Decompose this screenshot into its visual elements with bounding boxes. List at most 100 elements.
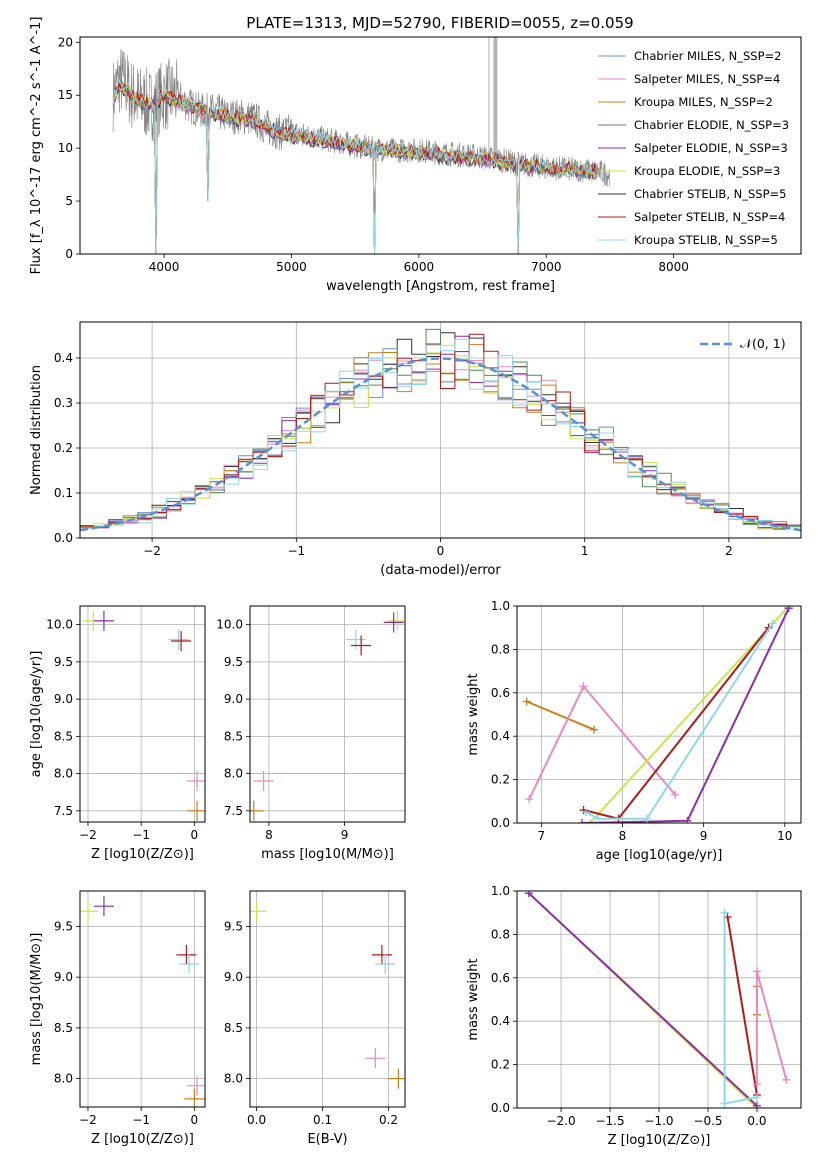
series-marker — [581, 808, 590, 817]
y-tick-label: 9.5 — [54, 919, 73, 933]
series-line-8 — [723, 912, 758, 1105]
series-marker — [720, 1099, 729, 1108]
axes-frame — [249, 890, 406, 1108]
series-marker — [594, 814, 603, 823]
y-tick-label: 8.0 — [224, 767, 243, 781]
legend-label: Kroupa STELIB, N_SSP=5 — [634, 233, 778, 247]
axes-frame — [79, 605, 206, 823]
y-tick-label: 8.5 — [224, 1021, 243, 1035]
x-tick-label: −1.5 — [595, 1114, 624, 1128]
series-marker — [642, 814, 651, 823]
chart-age_vs_Z: −2 −1 0 7.5 8.0 8.5 9.0 9.5 10.0 Z [log10(Z/Z⊙)] a… — [29, 605, 206, 862]
x-tick-label: 0.1 — [313, 1113, 332, 1127]
y-tick-label: 8.0 — [54, 767, 73, 781]
plot-area — [522, 606, 793, 823]
y-tick-label: 1.0 — [491, 599, 510, 613]
chart-residuals: −2 −1 0 1 2 0.0 0.1 0.2 0.3 0.4 (data-model)/error… — [29, 321, 802, 578]
x-axis-label: mass [log10(M/M⊙)] — [261, 847, 394, 862]
series-line-8 — [585, 622, 774, 820]
y-tick-label: 1.0 — [491, 884, 510, 898]
series-marker — [683, 816, 692, 823]
series-marker — [752, 967, 761, 976]
legend-label: Kroupa MILES, N_SSP=2 — [634, 95, 773, 109]
y-tick-label: 0.0 — [491, 1101, 510, 1115]
y-tick-label: 0.4 — [491, 1014, 510, 1028]
y-tick-label: 0 — [65, 247, 73, 261]
y-tick-label: 0.2 — [491, 773, 510, 787]
series-line-1 — [528, 684, 676, 800]
y-tick-label: 0.0 — [491, 816, 510, 830]
plot-area — [524, 891, 791, 1108]
y-tick-label: 0.6 — [491, 686, 510, 700]
y-tick-label: 0.0 — [54, 531, 73, 545]
series-marker — [720, 908, 729, 917]
series-marker — [752, 1101, 761, 1108]
series-marker — [590, 725, 599, 734]
legend-label: Chabrier STELIB, N_SSP=5 — [634, 187, 786, 201]
x-tick-label: −1 — [287, 544, 305, 558]
axes-frame — [79, 890, 206, 1108]
series-marker — [782, 1075, 791, 1084]
y-tick-label: 8.0 — [224, 1072, 243, 1086]
chart-weight_vs_Z: −2.0 −1.5 −1.0 −0.5 0.0 0.0 0.2 0.4 0.6 0.8 1.0 Z [… — [466, 884, 802, 1148]
series-marker — [768, 619, 777, 628]
axes-frame — [79, 321, 802, 539]
x-axis-label: Z [log10(Z/Z⊙)] — [91, 1132, 194, 1147]
axes-frame — [516, 605, 802, 824]
x-tick-label: −2 — [79, 1113, 97, 1127]
y-tick-label: 5 — [65, 194, 73, 208]
x-axis-label: E(B-V) — [307, 1132, 347, 1147]
y-tick-label: 20 — [58, 35, 73, 49]
series-line-2 — [526, 700, 595, 731]
legend-label: Chabrier ELODIE, N_SSP=3 — [634, 118, 789, 132]
x-tick-label: 7 — [538, 829, 546, 843]
x-tick-label: 6000 — [404, 260, 435, 274]
chart-spectrum: 4000 5000 6000 7000 8000 0 5 10 15 20 wavelength [… — [29, 17, 802, 294]
data-spike — [493, 37, 498, 159]
y-tick-label: 10 — [58, 141, 73, 155]
series-line-1 — [755, 971, 788, 1085]
y-tick-label: 10.0 — [216, 618, 243, 632]
x-tick-label: −0.5 — [693, 1114, 722, 1128]
hist-series-7 — [80, 333, 801, 530]
x-tick-label: 1 — [581, 544, 589, 558]
x-tick-label: 9 — [341, 828, 349, 842]
x-tick-label: 0 — [191, 828, 199, 842]
legend-label: Salpeter ELODIE, N_SSP=3 — [634, 141, 788, 155]
series-marker — [522, 697, 531, 706]
plot-area — [80, 896, 205, 1107]
x-tick-label: −2.0 — [546, 1114, 575, 1128]
y-axis-label: mass [log10(M/M⊙)] — [29, 933, 44, 1066]
series-marker — [784, 606, 793, 613]
legend-label: Salpeter STELIB, N_SSP=4 — [634, 210, 785, 224]
x-axis-label: (data-model)/error — [380, 563, 501, 578]
series-marker — [752, 1080, 761, 1089]
legend-label: 𝒩(0, 1) — [740, 336, 786, 351]
series-marker — [752, 1093, 761, 1102]
x-tick-label: 0.0 — [747, 1114, 766, 1128]
chart-mass_vs_Z: −2 −1 0 8.0 8.5 9.0 9.5 Z [log10(Z/Z⊙)] mass [lo… — [29, 890, 206, 1147]
chart-weight_vs_age: 7 8 9 10 0.0 0.2 0.4 0.6 0.8 1.0 age [log10(age/yr… — [466, 599, 802, 863]
x-tick-label: 9 — [700, 829, 708, 843]
axes-frame — [249, 605, 406, 823]
plot-area — [83, 610, 205, 821]
series-marker — [525, 795, 534, 804]
x-axis-label: age [log10(age/yr)] — [596, 848, 723, 863]
y-tick-label: 0.8 — [491, 642, 510, 656]
x-tick-label: 8 — [619, 829, 627, 843]
x-tick-label: 0.2 — [379, 1113, 398, 1127]
axes-frame — [516, 890, 802, 1109]
model-line-8 — [112, 78, 597, 254]
y-tick-label: 0.1 — [54, 486, 73, 500]
plot-area — [250, 610, 405, 821]
y-tick-label: 0.8 — [491, 927, 510, 941]
series-line-7 — [583, 627, 770, 820]
y-axis-label: Normed distribution — [29, 365, 44, 495]
x-tick-label: 10 — [777, 829, 792, 843]
series-line-4 — [528, 892, 758, 1107]
x-tick-label: −2 — [79, 828, 97, 842]
series-marker — [586, 819, 595, 823]
y-tick-label: 8.5 — [224, 729, 243, 743]
